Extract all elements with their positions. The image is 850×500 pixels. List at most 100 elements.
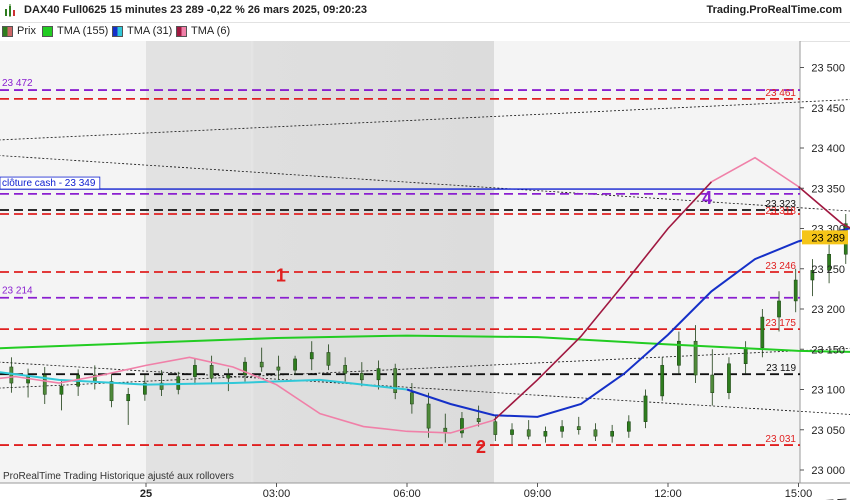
tma31-line-early xyxy=(0,371,408,391)
y-tick-label: 23 100 xyxy=(811,385,845,397)
candle-body xyxy=(376,368,381,381)
candle-body xyxy=(59,386,64,395)
candle xyxy=(276,355,281,380)
level-label-right-1: 23 461 xyxy=(765,88,796,99)
trendline-3 xyxy=(0,361,850,415)
candle-body xyxy=(793,279,798,302)
candle xyxy=(727,357,731,400)
candle-body xyxy=(476,418,481,422)
candle xyxy=(426,392,431,438)
legend-label-tma31: TMA (31) xyxy=(127,25,173,37)
candle xyxy=(543,426,548,443)
candle-body xyxy=(343,365,347,374)
y-tick-label: 23 350 xyxy=(811,183,845,195)
y-tick-label: 23 400 xyxy=(811,143,845,155)
candle-body xyxy=(576,426,581,430)
candle xyxy=(59,379,64,411)
candle-body xyxy=(259,361,264,368)
candle-body xyxy=(326,352,331,366)
candle-body xyxy=(309,352,314,360)
candle xyxy=(359,362,364,387)
candle xyxy=(9,357,14,393)
moving-averages xyxy=(0,156,850,434)
bar-chart-icon xyxy=(5,4,15,17)
candle xyxy=(560,420,564,438)
annotations: 4+35r4144T42 xyxy=(276,188,712,457)
candle-body xyxy=(643,395,648,422)
candle xyxy=(326,344,331,371)
session-shade-left xyxy=(0,41,146,483)
candle-body xyxy=(209,365,214,379)
candle xyxy=(109,373,114,408)
candles xyxy=(9,214,848,445)
candle-body xyxy=(660,365,665,397)
legend-item-tma155[interactable]: TMA (155) xyxy=(42,24,108,38)
candle xyxy=(693,325,698,384)
candle xyxy=(42,366,47,404)
candle-body xyxy=(359,373,364,381)
candle xyxy=(576,416,581,435)
legend-item-price[interactable]: Prix xyxy=(2,24,36,38)
candle-body xyxy=(560,426,564,432)
candle-body xyxy=(777,300,781,318)
tma31-swatch-icon xyxy=(112,25,123,37)
tma6-swatch-icon xyxy=(176,25,187,37)
candle-body xyxy=(159,382,164,390)
candle xyxy=(677,331,681,374)
legend-item-tma31[interactable]: TMA (31) xyxy=(112,24,172,38)
level-label-right-8: 23 175 xyxy=(765,318,796,329)
candle-body xyxy=(760,316,765,348)
candle-body xyxy=(226,374,231,379)
candle xyxy=(259,347,264,372)
legend-label-price: Prix xyxy=(17,25,36,37)
candle-body xyxy=(493,421,498,435)
candle xyxy=(376,360,381,390)
candle-body xyxy=(193,365,197,377)
candle xyxy=(643,389,648,429)
y-tick-label: 23 050 xyxy=(811,425,845,437)
candle xyxy=(610,424,614,443)
candle-body xyxy=(693,340,698,376)
y-tick-label: 23 150 xyxy=(811,344,845,356)
candle-body xyxy=(9,366,14,384)
candle xyxy=(476,405,481,427)
level-label-right-6: 23 246 xyxy=(765,261,796,272)
candle xyxy=(510,423,514,445)
x-axis: 15:0018:002503:0006:0009:0012:0015:0018:… xyxy=(140,483,813,500)
candle-body xyxy=(143,382,147,395)
candle xyxy=(827,244,831,284)
candle-body xyxy=(727,363,731,393)
candle-body xyxy=(810,270,815,281)
candle-body xyxy=(827,254,831,271)
x-tick-label: 09:00 xyxy=(524,488,552,500)
candle-body xyxy=(510,429,514,435)
candle-body xyxy=(543,431,548,437)
tma6-line-a xyxy=(0,356,495,434)
candle xyxy=(626,415,631,438)
candle xyxy=(243,357,247,382)
candle xyxy=(777,291,781,332)
candle-body xyxy=(610,431,614,437)
tma155-swatch-icon xyxy=(42,25,53,37)
chart-title: DAX40 Full0625 15 minutes 23 289 -0,22 %… xyxy=(24,4,368,16)
x-tick-label: 25 xyxy=(140,488,152,500)
candle xyxy=(393,363,398,400)
candle xyxy=(660,357,665,401)
y-tick-label: 23 450 xyxy=(811,103,845,115)
x-tick-label: 03:00 xyxy=(263,488,291,500)
x-tick-label: 15:00 xyxy=(785,488,813,500)
candle-body xyxy=(460,418,464,434)
candle-body xyxy=(710,374,715,393)
legend-item-tma6[interactable]: TMA (6) xyxy=(176,24,230,38)
level-label-right-4: 23 323 xyxy=(765,199,796,210)
x-tick-label: 06:00 xyxy=(393,488,421,500)
y-tick-label: 23 200 xyxy=(811,304,845,316)
candle xyxy=(526,420,531,440)
tma31-line xyxy=(406,227,850,418)
y-tick-label: 23 000 xyxy=(811,465,845,477)
session-shade-day xyxy=(146,41,494,483)
last-price-label: 23 289 xyxy=(811,232,845,244)
